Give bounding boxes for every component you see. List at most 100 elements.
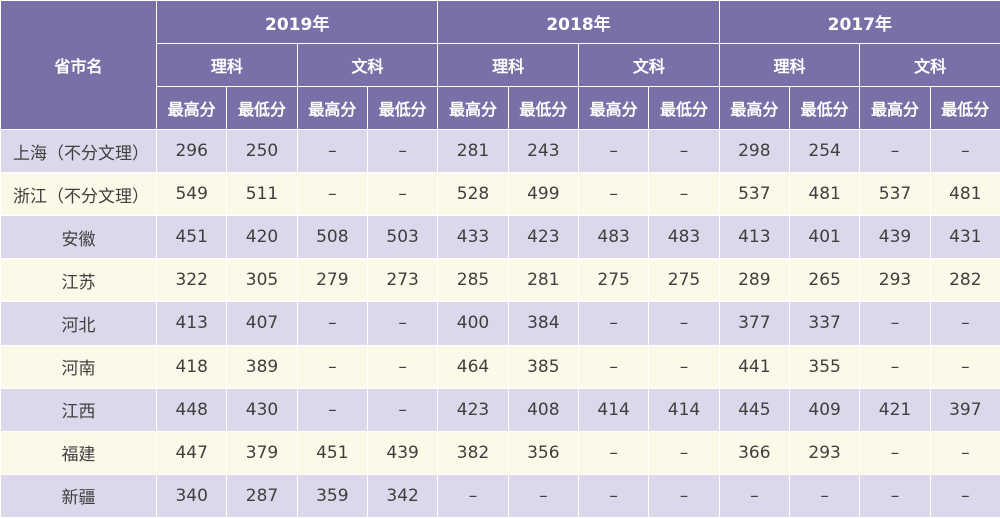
score-cell: 448	[155, 387, 228, 432]
table-row: 浙江（不分文理） 549 511– –528 499– –537 481 537 481	[0, 172, 1000, 217]
score-cell: 265	[788, 258, 861, 303]
province-header: 省市名	[0, 0, 157, 130]
score-cell: 285	[437, 258, 509, 303]
province-cell: 福建	[0, 430, 157, 475]
score-cell: 282	[929, 258, 1000, 303]
table-body: 上海（不分文理） 296 250– –281 243– –298 254– – 浙江（不分文理）…	[0, 128, 1000, 518]
score-cell: 418	[155, 344, 228, 389]
score-cell: 359	[296, 473, 368, 518]
score-cell: 298	[718, 128, 790, 174]
score-cell: –	[648, 344, 720, 389]
track-header-row: 理科 文科 理科 文科 理科 文科	[1, 43, 1000, 87]
province-cell: 新疆	[0, 473, 157, 518]
score-cell: –	[929, 430, 1000, 475]
score-cell: –	[366, 387, 439, 432]
score-cell: –	[788, 473, 861, 518]
score-cell: 275	[648, 258, 720, 303]
score-cell: 481	[788, 172, 861, 217]
score-cell: 414	[577, 387, 650, 432]
track-header-2019-science: 理科	[156, 43, 298, 87]
score-cell: –	[296, 344, 368, 389]
track-header-2018-science: 理科	[437, 43, 579, 87]
score-cell: –	[366, 172, 439, 217]
score-cell: 293	[788, 430, 861, 475]
score-cell: 409	[788, 387, 861, 432]
score-cell: 377	[718, 301, 790, 346]
score-cell: 549	[155, 172, 228, 217]
score-cell: –	[577, 473, 650, 518]
score-cell: 414	[648, 387, 720, 432]
score-cell: 445	[718, 387, 790, 432]
score-cell: 296	[155, 128, 228, 174]
score-cell: 281	[507, 258, 579, 303]
score-cell: –	[718, 473, 790, 518]
score-cell: 337	[788, 301, 861, 346]
score-cell: 481	[929, 172, 1000, 217]
score-cell: 451	[155, 215, 228, 260]
track-header-2017-science: 理科	[718, 43, 861, 87]
table-row: 新疆 340 287 359 342– – – – – – – –	[0, 473, 1000, 518]
score-header-min: 最低分	[929, 86, 1000, 130]
score-cell: 451	[296, 430, 368, 475]
score-cell: 408	[507, 387, 579, 432]
province-cell: 江西	[0, 387, 157, 432]
score-cell: 441	[718, 344, 790, 389]
score-cell: 355	[788, 344, 861, 389]
score-cell: –	[929, 301, 1000, 346]
province-cell: 河北	[0, 301, 157, 346]
score-cell: 366	[718, 430, 790, 475]
province-cell: 浙江（不分文理）	[0, 172, 157, 217]
score-cell: –	[859, 301, 931, 346]
table-row: 江西 448 430– –423 408 414 414 445 409 421 397	[0, 387, 1000, 432]
score-cell: 322	[155, 258, 228, 303]
score-cell: –	[577, 301, 650, 346]
score-cell: –	[507, 473, 579, 518]
score-cell: 464	[437, 344, 509, 389]
score-cell: –	[577, 128, 650, 174]
score-cell: –	[929, 473, 1000, 518]
score-cell: 511	[226, 172, 298, 217]
score-cell: –	[648, 128, 720, 174]
score-cell: 439	[366, 430, 439, 475]
score-cell: –	[296, 301, 368, 346]
score-header-max: 最高分	[437, 86, 509, 130]
score-cell: 254	[788, 128, 861, 174]
score-cell: 384	[507, 301, 579, 346]
score-cell: 421	[859, 387, 931, 432]
score-header-min: 最低分	[788, 86, 861, 130]
table-header: 省市名 2019年 2018年 2017年 理科 文科 理科 文科 理科 文科 …	[0, 0, 1000, 130]
score-cell: –	[859, 344, 931, 389]
score-header-max: 最高分	[577, 86, 650, 130]
table-row: 江苏 322 305 279 273 285 281 275 275 289 265 293 282	[0, 258, 1000, 303]
score-cell: 305	[226, 258, 298, 303]
table-row: 河南 418 389– –464 385– –441 355– –	[0, 344, 1000, 389]
score-cell: 433	[437, 215, 509, 260]
score-cell: 423	[507, 215, 579, 260]
score-cell: 439	[859, 215, 931, 260]
score-cell: 243	[507, 128, 579, 174]
score-cell: –	[296, 387, 368, 432]
score-cell: 342	[366, 473, 439, 518]
score-header-max: 最高分	[859, 86, 931, 130]
score-cell: 340	[155, 473, 228, 518]
score-cell: –	[366, 344, 439, 389]
score-cell: 423	[437, 387, 509, 432]
score-cell: –	[859, 128, 931, 174]
score-header-max: 最高分	[296, 86, 368, 130]
score-cell: 503	[366, 215, 439, 260]
score-cell: –	[648, 172, 720, 217]
score-cell: 275	[577, 258, 650, 303]
score-header-max: 最高分	[155, 86, 228, 130]
year-header-2019: 2019年	[155, 0, 439, 44]
score-cell: 281	[437, 128, 509, 174]
score-cell: 279	[296, 258, 368, 303]
score-cell: 356	[507, 430, 579, 475]
province-cell: 上海（不分文理）	[0, 128, 157, 174]
score-cell: 397	[929, 387, 1000, 432]
score-cell: –	[577, 344, 650, 389]
score-cell: 537	[718, 172, 790, 217]
score-header-min: 最低分	[366, 86, 439, 130]
year-header-row: 省市名 2019年 2018年 2017年	[0, 0, 1000, 130]
score-cell: 407	[226, 301, 298, 346]
score-cell: 413	[718, 215, 790, 260]
